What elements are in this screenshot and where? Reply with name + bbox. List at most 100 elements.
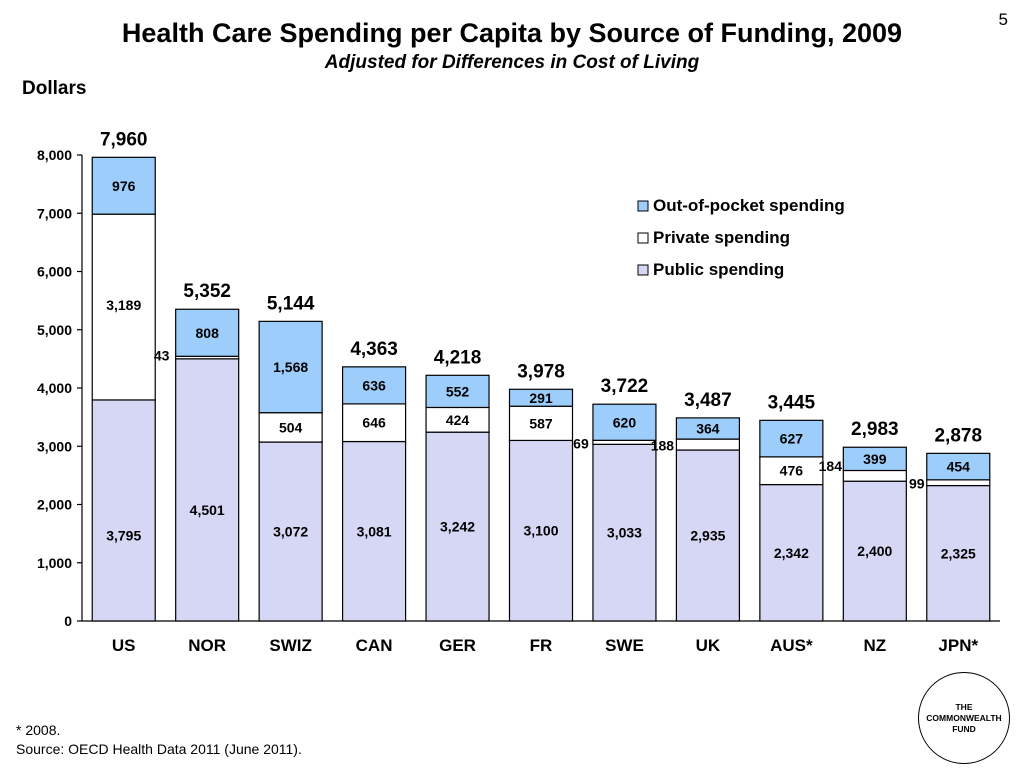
chart-title: Health Care Spending per Capita by Sourc… (121, 18, 903, 48)
data-label-out_of_pocket: 976 (112, 178, 136, 194)
data-label-out_of_pocket: 399 (863, 451, 887, 467)
data-label-private: 646 (362, 415, 386, 431)
bar-total-label: 3,445 (768, 392, 816, 413)
data-label-out_of_pocket: 808 (196, 325, 220, 341)
data-label-public: 2,935 (690, 528, 725, 544)
data-label-out_of_pocket: 620 (613, 414, 637, 430)
x-tick-label: GER (439, 636, 476, 655)
bar-segment-out_of_pocket (425, 374, 490, 409)
data-label-out_of_pocket: 636 (362, 377, 386, 393)
y-tick-label: 1,000 (37, 555, 72, 571)
data-label-public: 2,400 (857, 543, 892, 559)
bar-segment-public (175, 358, 240, 622)
x-tick-label: FR (530, 636, 553, 655)
data-label-private: 424 (446, 412, 470, 428)
data-label-public: 3,033 (607, 525, 642, 541)
data-label-out_of_pocket: 454 (947, 459, 971, 475)
y-tick-label: 4,000 (37, 380, 72, 396)
bar-total-label: 3,722 (601, 376, 649, 397)
bar-total-label: 5,144 (267, 293, 315, 314)
bar-segment-out_of_pocket (341, 366, 407, 405)
bar-total-label: 4,218 (434, 347, 482, 368)
bar-total-label: 3,487 (684, 390, 732, 411)
bar-segment-out_of_pocket (175, 308, 240, 357)
bar-segment-private (592, 439, 657, 445)
bar-segment-out_of_pocket (675, 417, 741, 440)
x-tick-label: NZ (863, 636, 886, 655)
data-label-private: 69 (573, 435, 589, 451)
data-label-private: 504 (279, 419, 303, 435)
bar-segment-public (258, 441, 323, 622)
page-number: 5 (998, 10, 1008, 29)
y-tick-label: 3,000 (37, 438, 72, 454)
bar-segment-private (926, 479, 991, 487)
x-tick-label: AUS* (770, 636, 813, 655)
footnote: * 2008. (16, 722, 61, 738)
bar-total-label: 5,352 (183, 281, 231, 302)
bar-segment-public (91, 399, 156, 622)
data-label-out_of_pocket: 627 (780, 431, 804, 447)
data-label-public: 2,325 (941, 545, 976, 561)
data-label-private: 476 (780, 463, 804, 479)
legend-label-public: Public spending (653, 260, 784, 279)
y-axis-label: Dollars (22, 78, 87, 99)
legend-label-out_of_pocket: Out-of-pocket spending (653, 196, 845, 215)
y-tick-label: 8,000 (37, 147, 72, 163)
data-label-out_of_pocket: 291 (529, 390, 553, 406)
data-label-private: 99 (909, 476, 925, 492)
data-label-public: 3,795 (106, 527, 141, 543)
bar-segment-private (258, 412, 323, 443)
bar-total-label: 4,363 (350, 339, 398, 360)
data-label-public: 2,342 (774, 545, 809, 561)
legend-swatch-private (637, 232, 649, 244)
y-tick-label: 6,000 (37, 264, 72, 280)
bar-segment-out_of_pocket (91, 156, 156, 215)
chart-subtitle: Adjusted for Differences in Cost of Livi… (324, 52, 700, 73)
data-label-private: 587 (529, 415, 553, 431)
bar-total-label: 2,878 (934, 425, 982, 446)
source-note: Source: OECD Health Data 2011 (June 2011… (16, 741, 302, 757)
data-label-public: 3,072 (273, 524, 308, 540)
bar-segment-public (341, 440, 407, 622)
bar-segment-out_of_pocket (842, 446, 907, 472)
bar-total-label: 7,960 (100, 129, 148, 150)
x-tick-label: NOR (188, 636, 226, 655)
bar-segment-public (842, 480, 907, 622)
legend-swatch-out_of_pocket (637, 200, 649, 212)
y-tick-label: 7,000 (37, 205, 72, 221)
bar-total-label: 2,983 (851, 419, 899, 440)
bar-segment-public (425, 431, 490, 622)
stacked-bar-chart: 0 1,000 2,000 3,000 4,000 5,000 6,000 7,000 8,00… (37, 129, 1000, 655)
bar-segment-private (91, 213, 156, 401)
bar-segment-public (592, 443, 657, 622)
x-tick-label: UK (696, 636, 721, 655)
bar-segment-out_of_pocket (258, 320, 323, 414)
x-tick-label: SWIZ (269, 636, 312, 655)
bar-segment-private (508, 405, 574, 442)
bar-segment-out_of_pocket (926, 452, 991, 481)
data-label-public: 3,242 (440, 519, 475, 535)
bar-segment-private (425, 406, 490, 433)
data-label-public: 4,501 (190, 502, 225, 518)
legend-swatch-public (637, 264, 649, 276)
data-label-private: 43 (154, 347, 170, 363)
bar-segment-out_of_pocket (508, 388, 574, 407)
y-tick-label: 0 (64, 613, 72, 629)
y-tick-label: 2,000 (37, 497, 72, 513)
bar-segment-private (759, 456, 824, 486)
legend-label-private: Private spending (653, 228, 790, 247)
data-label-private: 184 (819, 458, 843, 474)
data-label-private: 3,189 (106, 297, 141, 313)
bar-segment-public (675, 449, 741, 622)
bar-segment-out_of_pocket (759, 419, 824, 458)
y-tick-label: 5,000 (37, 322, 72, 338)
data-label-public: 3,081 (357, 523, 392, 539)
data-label-out_of_pocket: 1,568 (273, 359, 308, 375)
bar-segment-out_of_pocket (592, 403, 657, 441)
x-tick-label: US (112, 636, 136, 655)
bar-segment-private (842, 469, 907, 482)
x-tick-label: JPN* (938, 636, 978, 655)
data-label-private: 188 (651, 438, 675, 454)
x-tick-label: SWE (605, 636, 644, 655)
data-label-out_of_pocket: 552 (446, 383, 470, 399)
